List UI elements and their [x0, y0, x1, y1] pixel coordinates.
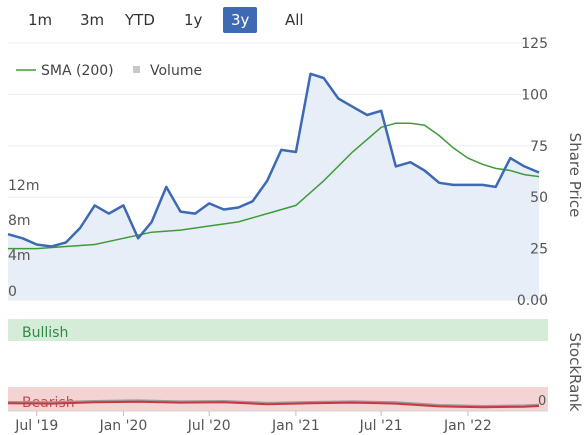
right-tick-label: 75: [530, 139, 548, 155]
right-tick-label: 125: [521, 36, 548, 52]
stockrank-high-line: [7, 399, 540, 407]
x-tick-label: Jul '21: [359, 418, 403, 434]
x-tick-label: Jul '19: [14, 418, 58, 434]
stockrank-axis-title: StockRank: [566, 333, 584, 412]
right-tick-label: 0.00: [517, 293, 548, 309]
bullish-label: Bullish: [22, 325, 68, 341]
left-tick-label: 8m: [8, 213, 31, 229]
bullish-band: [8, 319, 548, 341]
right-axis: 125 100 75 50 25 0.00: [517, 36, 548, 309]
x-tick-label: Jan '21: [271, 418, 320, 434]
stockrank-line: [7, 400, 540, 409]
sma-line: [8, 122, 540, 250]
x-tick-label: Jan '22: [443, 418, 492, 434]
legend-volume-swatch: [133, 66, 140, 73]
range-button-1y[interactable]: 1y: [184, 11, 203, 29]
legend-volume-label[interactable]: Volume: [150, 63, 202, 79]
range-button-3y[interactable]: 3y: [223, 7, 258, 33]
stockrank-zero-label: 0: [538, 394, 546, 409]
range-selector: 1m 3m YTD 1y 3y All: [0, 0, 588, 40]
legend-sma-label[interactable]: SMA (200): [41, 63, 114, 79]
left-axis: 12m 8m 4m 0: [8, 178, 39, 300]
range-button-3m[interactable]: 3m: [80, 11, 105, 29]
price-area: [8, 73, 539, 300]
left-tick-label: 4m: [8, 248, 31, 264]
right-axis-title: Share Price: [566, 133, 584, 218]
range-button-ytd[interactable]: YTD: [125, 11, 155, 29]
right-tick-label: 50: [530, 190, 548, 206]
volume-bar: [545, 293, 546, 300]
right-tick-label: 25: [530, 242, 548, 258]
x-tick-label: Jan '20: [99, 418, 148, 434]
range-button-1m[interactable]: 1m: [28, 11, 53, 29]
price-line: [7, 72, 540, 248]
range-button-all[interactable]: All: [285, 11, 304, 29]
x-tick-label: Jul '20: [187, 418, 231, 434]
right-tick-label: 100: [521, 87, 548, 103]
left-tick-label: 0: [8, 284, 17, 300]
left-tick-label: 12m: [8, 178, 39, 194]
x-axis: Jul '19 Jan '20 Jul '20 Jan '21 Jul '21 Jan '…: [14, 411, 492, 434]
volume-bar: [539, 298, 540, 300]
